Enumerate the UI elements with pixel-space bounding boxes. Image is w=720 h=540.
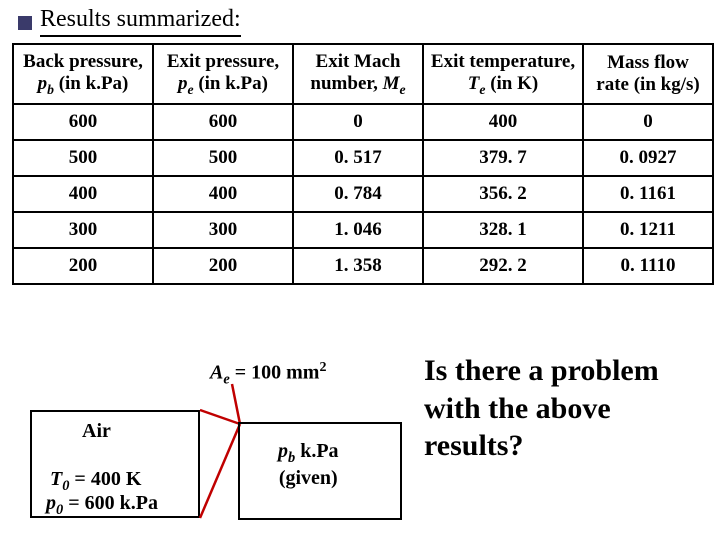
- table-cell: 0: [293, 104, 423, 140]
- stagnation-temp: T0 = 400 K: [50, 468, 141, 495]
- col-header: Exit Machnumber, Me: [293, 44, 423, 104]
- table-cell: 400: [13, 176, 153, 212]
- table-cell: 600: [13, 104, 153, 140]
- slide-title: Results summarized:: [40, 6, 241, 37]
- table-cell: 356. 2: [423, 176, 583, 212]
- table-cell: 292. 2: [423, 248, 583, 284]
- col-header: Exit temperature,Te (in K): [423, 44, 583, 104]
- table-cell: 379. 7: [423, 140, 583, 176]
- slide-title-row: Results summarized:: [18, 6, 710, 37]
- table-cell: 200: [153, 248, 293, 284]
- table-cell: 0. 0927: [583, 140, 713, 176]
- table-row: 5005000. 517379. 70. 0927: [13, 140, 713, 176]
- table-cell: 0. 1110: [583, 248, 713, 284]
- table-cell: 400: [153, 176, 293, 212]
- table-row: 4004000. 784356. 20. 1161: [13, 176, 713, 212]
- results-table: Back pressure,pb (in k.Pa)Exit pressure,…: [12, 43, 714, 285]
- table-row: 2002001. 358292. 20. 1110: [13, 248, 713, 284]
- table-cell: 0. 517: [293, 140, 423, 176]
- table-cell: 1. 046: [293, 212, 423, 248]
- table-cell: 300: [13, 212, 153, 248]
- table-cell: 328. 1: [423, 212, 583, 248]
- table-cell: 1. 358: [293, 248, 423, 284]
- col-header: Back pressure,pb (in k.Pa): [13, 44, 153, 104]
- question-text: Is there a problem with the above result…: [424, 352, 704, 465]
- col-header: Mass flowrate (in kg/s): [583, 44, 713, 104]
- stagnation-pressure: p0 = 600 k.Pa: [46, 492, 158, 519]
- table-cell: 0: [583, 104, 713, 140]
- col-header: Exit pressure,pe (in k.Pa): [153, 44, 293, 104]
- table-cell: 500: [153, 140, 293, 176]
- nozzle-diagram: Ae = 100 mm2 Air T0 = 400 K p0 = 600 k.P…: [20, 360, 420, 530]
- back-pressure-label: pb k.Pa (given): [278, 440, 339, 489]
- table-cell: 500: [13, 140, 153, 176]
- table-cell: 0. 784: [293, 176, 423, 212]
- table-cell: 0. 1211: [583, 212, 713, 248]
- table-cell: 600: [153, 104, 293, 140]
- air-label: Air: [82, 420, 111, 443]
- table-row: 3003001. 046328. 10. 1211: [13, 212, 713, 248]
- table-cell: 0. 1161: [583, 176, 713, 212]
- table-cell: 300: [153, 212, 293, 248]
- title-bullet: [18, 16, 32, 30]
- table-row: 60060004000: [13, 104, 713, 140]
- table-cell: 400: [423, 104, 583, 140]
- table-cell: 200: [13, 248, 153, 284]
